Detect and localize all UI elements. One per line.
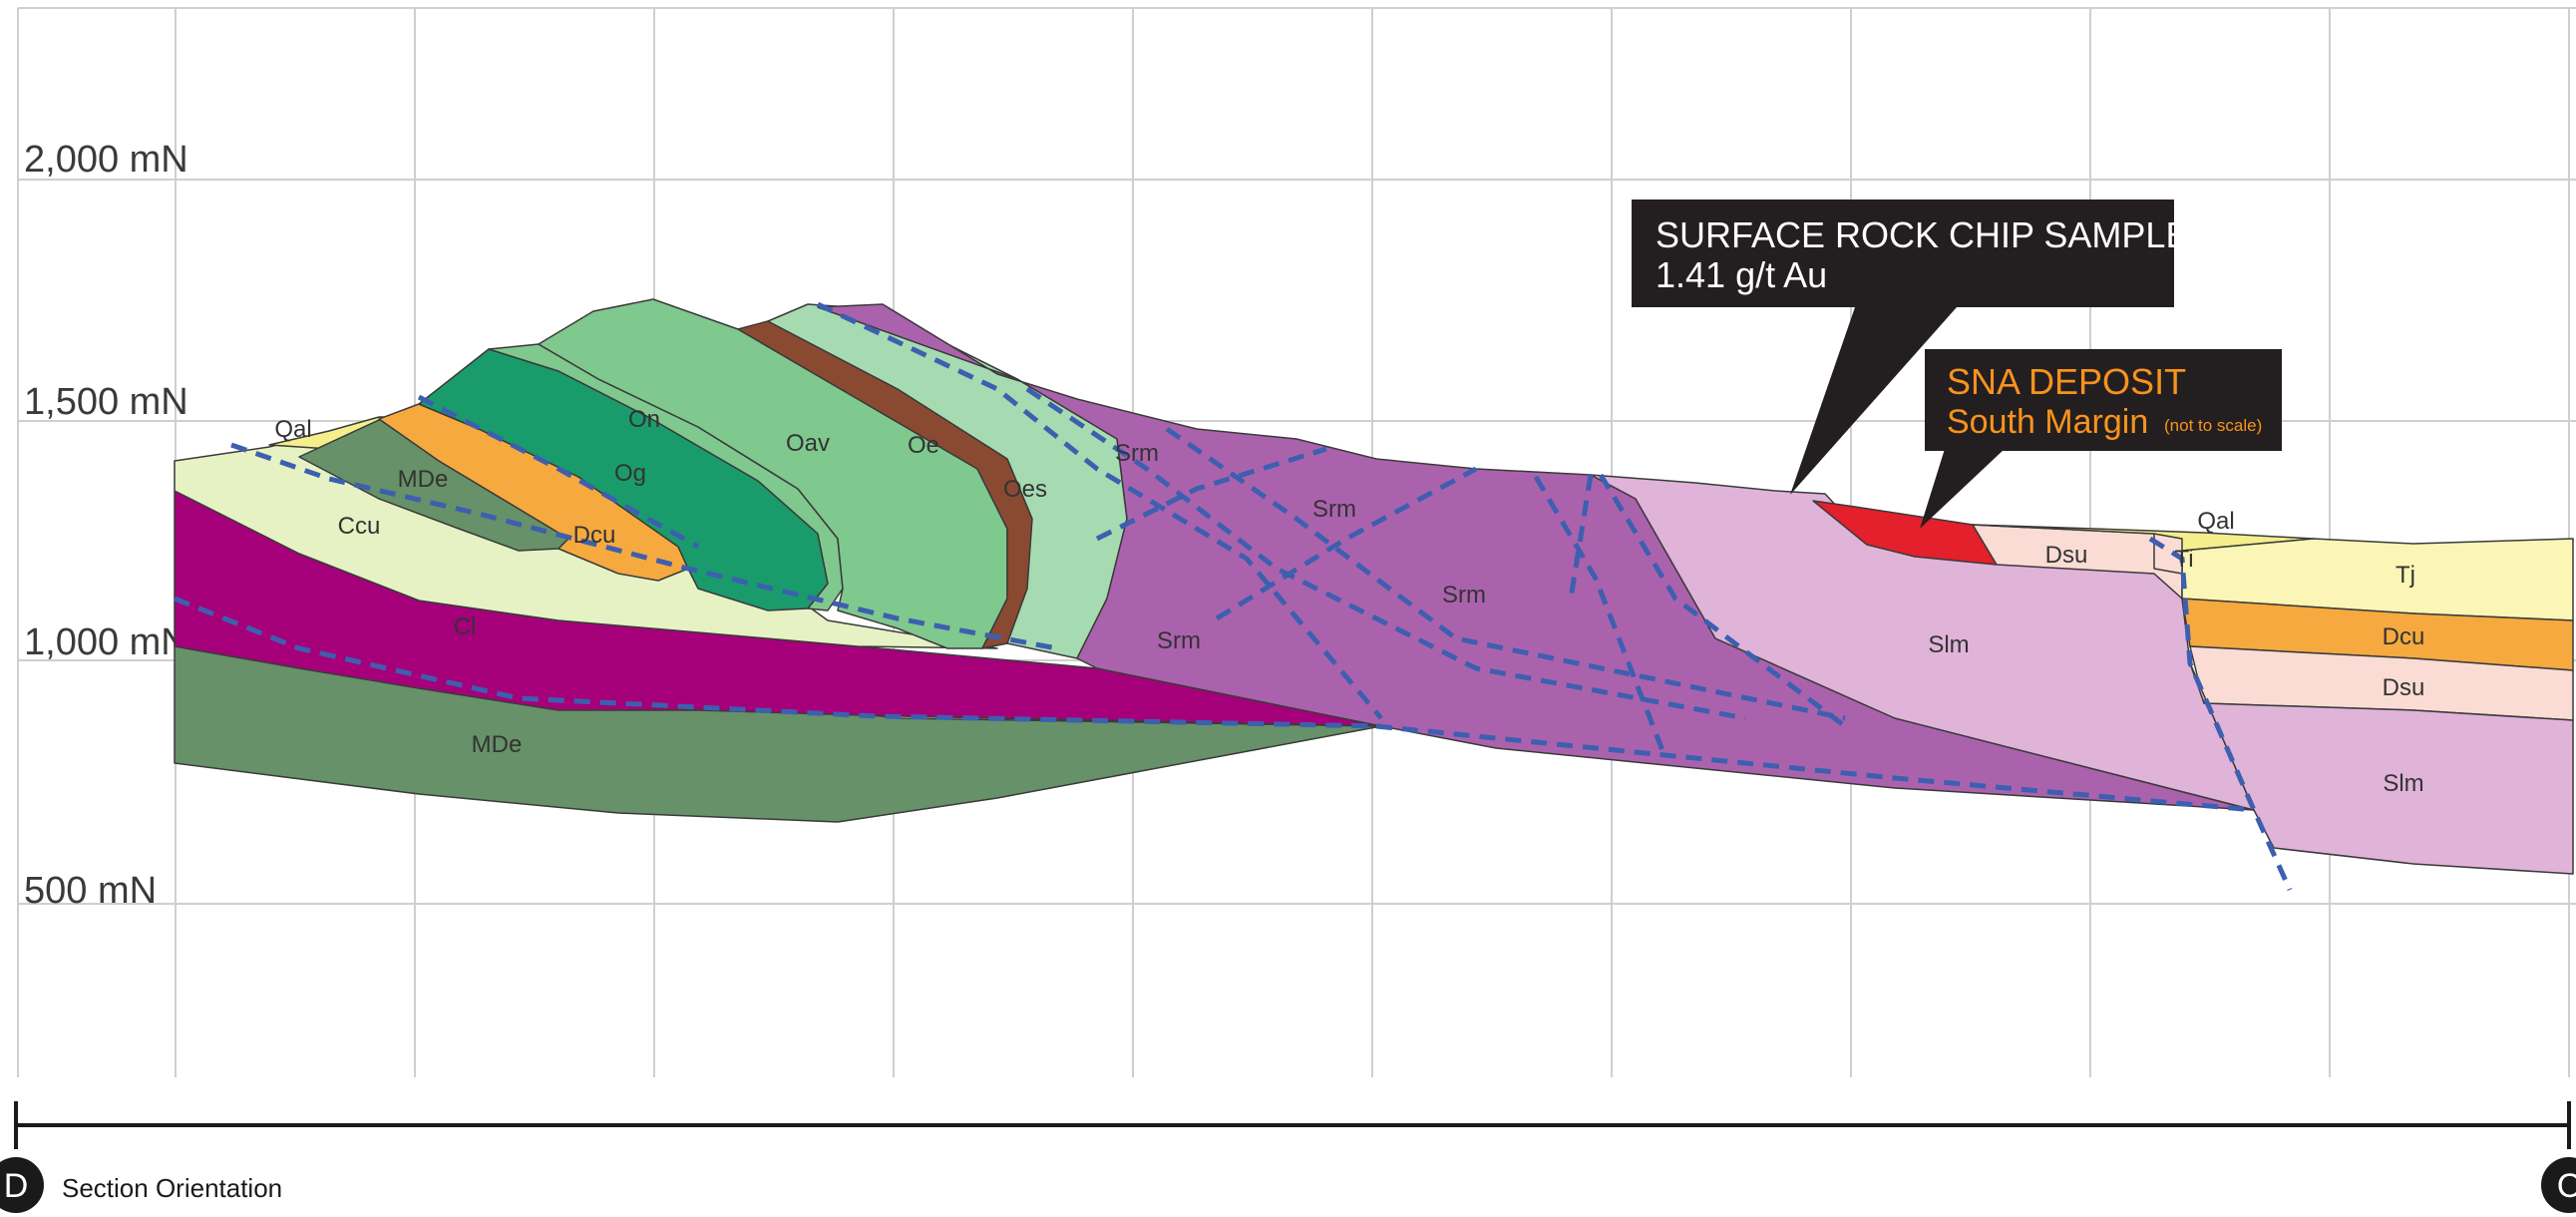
label-tj: Tj [2395,562,2415,589]
unit-labels: Qal MDe Ccu Dcu On Og Oav Oe Oes Srm Srm… [274,406,2424,797]
label-dsu-upper: Dsu [2045,542,2088,569]
label-ti: Ti [2174,546,2193,573]
fault-line [1533,475,1668,759]
deposit-pointer [1920,449,2005,529]
callout-box [1632,200,2174,307]
deposit-subtitle: South Margin [1947,403,2148,441]
fault-line [1375,723,2255,813]
fault-line [816,301,1383,720]
label-srm-2: Srm [1312,496,1356,523]
section-orientation: D C Section Orientation [0,1101,2576,1213]
label-oav: Oav [786,430,830,457]
point-d-label: D [4,1167,29,1205]
point-d-marker [0,1157,44,1213]
label-qal-right: Qal [2197,508,2234,535]
label-srm-1: Srm [1115,440,1159,467]
faults [174,301,2293,892]
label-cl: Cl [454,613,477,640]
fault-line [1568,474,1594,600]
fault-line [1598,473,1847,728]
fault-line [1165,426,1846,721]
label-slm-right: Slm [2383,770,2423,797]
point-c-label: C [2557,1167,2576,1205]
label-dcu-left: Dcu [573,522,616,549]
elevation-label-2000: 2,000 mN [24,139,188,181]
geology-units [174,298,2574,875]
elevation-label-1500: 1,500 mN [24,381,188,423]
label-dsu-right: Dsu [2383,674,2425,701]
label-on: On [628,406,660,433]
label-srm-4: Srm [1157,627,1201,654]
label-dcu-right: Dcu [2383,623,2425,650]
fault-line [1095,446,1327,542]
deposit-title: SNA DEPOSIT [1947,361,2186,402]
fault-line [174,596,1382,729]
rock-chip-title: SURFACE ROCK CHIP SAMPLE [1656,214,2189,255]
callout-pointer [1790,307,1957,495]
label-oe: Oe [908,432,939,459]
elevation-label-500: 500 mN [24,870,157,912]
deposit-callout: SNA DEPOSIT South Margin (not to scale) [1920,349,2282,529]
rock-chip-grade: 1.41 g/t Au [1656,254,1827,295]
label-ccu: Ccu [338,513,381,540]
orientation-label: Section Orientation [62,1173,282,1203]
unit-oav [538,298,1008,649]
fault-line [2148,536,2293,892]
label-slm-center: Slm [1928,631,1969,658]
label-og: Og [614,460,646,487]
label-qal-left: Qal [274,416,311,443]
rock-chip-callout: SURFACE ROCK CHIP SAMPLE 1.41 g/t Au [1632,200,2189,495]
label-mde-upper: MDe [398,466,449,493]
label-oes: Oes [1003,476,1047,503]
label-srm-3: Srm [1442,582,1486,608]
label-mde-lower: MDe [472,731,523,758]
deposit-box [1925,349,2282,451]
elevation-label-1000: 1,000 mN [24,621,188,663]
fault-line [417,394,700,550]
fault-line [230,442,1058,651]
deposit-note: (not to scale) [2164,416,2262,435]
point-c-marker [2541,1157,2576,1213]
